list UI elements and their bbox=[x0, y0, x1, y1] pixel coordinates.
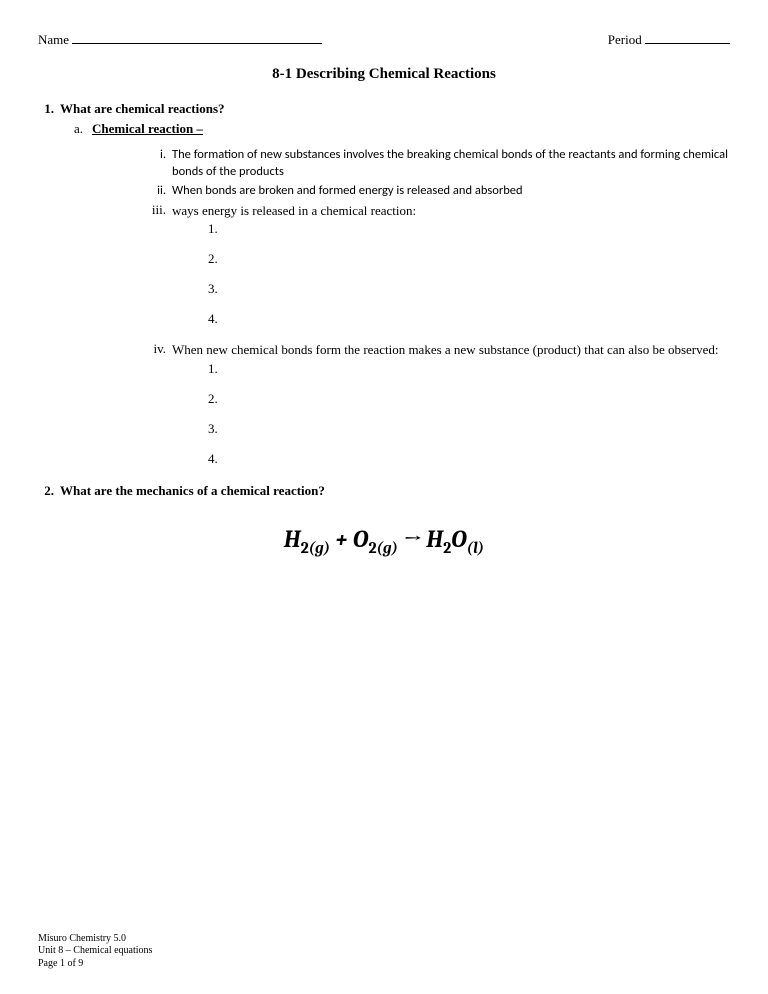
roman-list: i. The formation of new substances invol… bbox=[148, 147, 730, 219]
name-blank-line[interactable] bbox=[72, 43, 322, 44]
q1-text: What are chemical reactions? bbox=[60, 101, 730, 117]
roman-list-2: iv. When new chemical bonds form the rea… bbox=[148, 341, 730, 359]
roman-ii-label: ii. bbox=[148, 183, 172, 200]
page-title: 8-1 Describing Chemical Reactions bbox=[38, 66, 730, 83]
question-2: 2. What are the mechanics of a chemical … bbox=[38, 483, 730, 499]
eq-o: O bbox=[353, 525, 369, 553]
header-row: Name Period bbox=[38, 32, 730, 48]
roman-i-label: i. bbox=[148, 147, 172, 181]
roman-i-text: The formation of new substances involves… bbox=[172, 147, 730, 181]
eq-h1-state-g: g bbox=[315, 539, 324, 557]
chemical-equation: H2(g) + O2(g) → H2O(l) bbox=[38, 525, 730, 557]
name-label: Name bbox=[38, 32, 69, 47]
q1-sub-a-label: a. bbox=[74, 121, 92, 137]
footer: Misuro Chemistry 5.0 Unit 8 – Chemical e… bbox=[38, 933, 152, 971]
iv-num-4: 4. bbox=[208, 451, 730, 467]
footer-line1: Misuro Chemistry 5.0 bbox=[38, 933, 152, 946]
eq-o-state-g: g bbox=[383, 539, 392, 557]
iii-num-3: 3. bbox=[208, 281, 730, 297]
eq-h2-sub: 2 bbox=[443, 539, 451, 557]
footer-line3: Page 1 of 9 bbox=[38, 958, 152, 971]
eq-h1-sub: 2 bbox=[301, 539, 309, 557]
eq-plus: + bbox=[330, 525, 353, 553]
iii-num-4: 4. bbox=[208, 311, 730, 327]
iv-num-2: 2. bbox=[208, 391, 730, 407]
name-field: Name bbox=[38, 32, 322, 48]
eq-o2: O bbox=[451, 525, 467, 553]
q1-sub-a-text: Chemical reaction – bbox=[92, 121, 203, 137]
roman-iv: iv. When new chemical bonds form the rea… bbox=[148, 341, 730, 359]
q1-sub-a: a. Chemical reaction – bbox=[74, 121, 730, 137]
period-label: Period bbox=[608, 32, 642, 47]
period-blank-line[interactable] bbox=[645, 43, 730, 44]
roman-iv-text: When new chemical bonds form the reactio… bbox=[172, 341, 730, 359]
roman-iii-label: iii. bbox=[148, 202, 172, 220]
question-1: 1. What are chemical reactions? bbox=[38, 101, 730, 117]
footer-line2: Unit 8 – Chemical equations bbox=[38, 945, 152, 958]
iv-num-3: 3. bbox=[208, 421, 730, 437]
roman-i: i. The formation of new substances invol… bbox=[148, 147, 730, 181]
q2-number: 2. bbox=[38, 483, 60, 499]
eq-prod-state-close: ) bbox=[478, 539, 484, 557]
q1-number: 1. bbox=[38, 101, 60, 117]
q2-text: What are the mechanics of a chemical rea… bbox=[60, 483, 730, 499]
iii-num-list: 1. 2. 3. 4. bbox=[208, 221, 730, 327]
roman-iv-label: iv. bbox=[148, 341, 172, 359]
eq-arrow: → bbox=[398, 525, 426, 553]
eq-h1: H bbox=[284, 525, 301, 553]
roman-ii-text: When bonds are broken and formed energy … bbox=[172, 183, 730, 200]
period-field: Period bbox=[608, 32, 730, 48]
iv-num-list: 1. 2. 3. 4. bbox=[208, 361, 730, 467]
roman-iii-text: ways energy is released in a chemical re… bbox=[172, 202, 730, 220]
iii-num-1: 1. bbox=[208, 221, 730, 237]
iii-num-2: 2. bbox=[208, 251, 730, 267]
roman-ii: ii. When bonds are broken and formed ene… bbox=[148, 183, 730, 200]
eq-o-sub: 2 bbox=[368, 539, 376, 557]
iv-num-1: 1. bbox=[208, 361, 730, 377]
eq-h2: H bbox=[426, 525, 443, 553]
roman-iii: iii. ways energy is released in a chemic… bbox=[148, 202, 730, 220]
